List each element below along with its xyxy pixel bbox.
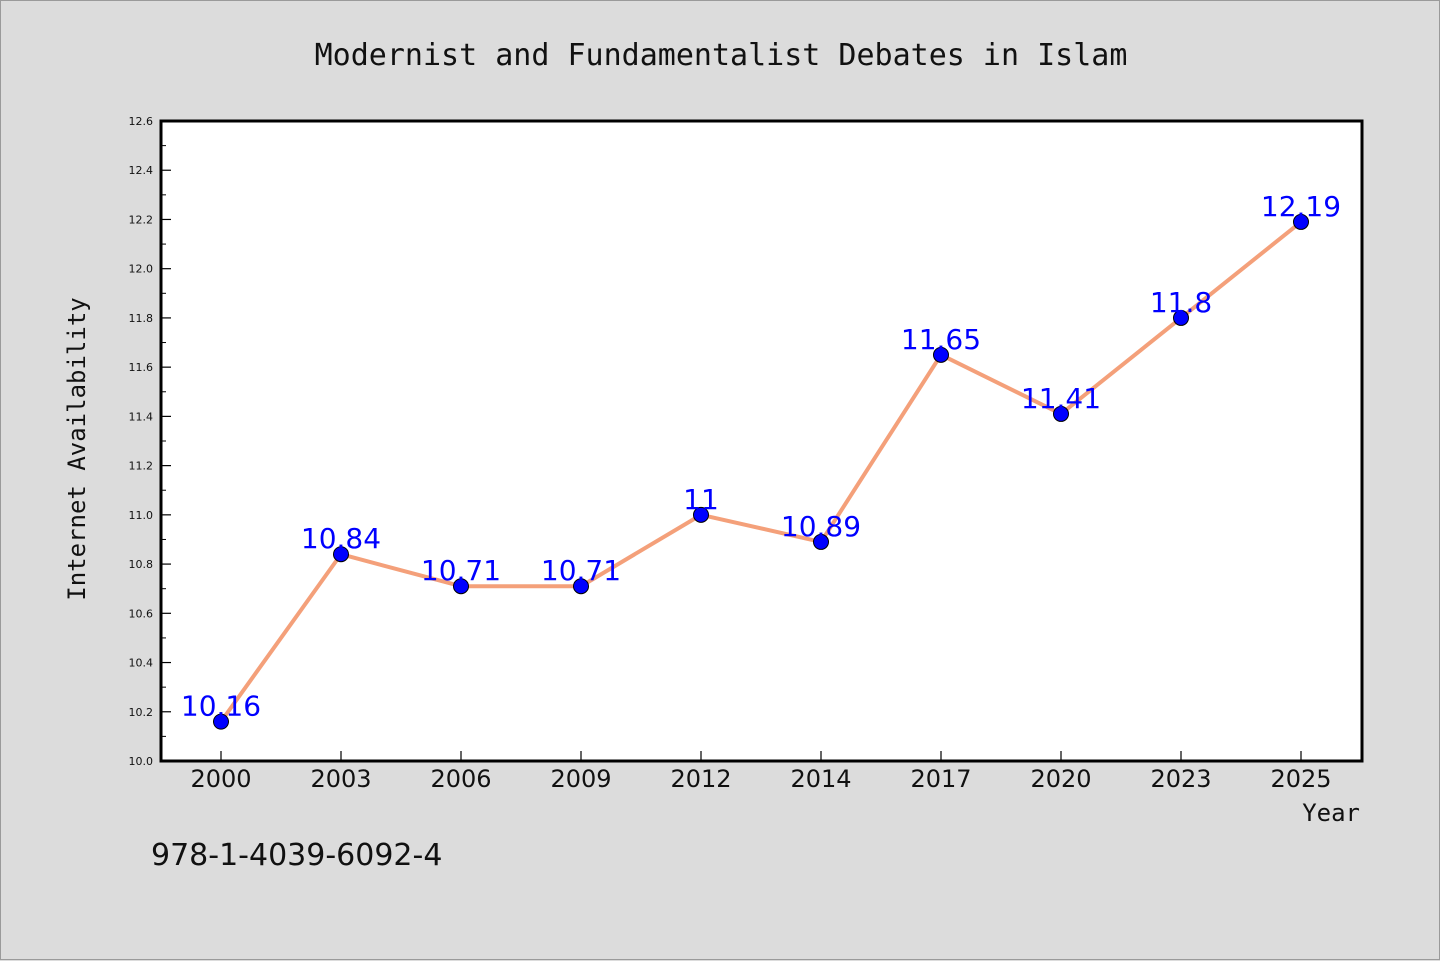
x-tick-label: 2000 [190,765,251,793]
x-tick-label: 2009 [550,765,611,793]
x-tick-label: 2012 [670,765,731,793]
x-tick-label: 2017 [910,765,971,793]
data-label: 10.84 [301,522,381,555]
y-axis: 10.0 10.2 10.4 10.6 10.8 11.0 11.2 11.4 11.6 11.8… [129,115,171,768]
data-point [453,578,469,595]
data-point [813,533,829,550]
data-point [1173,309,1189,326]
data-label: 11.8 [1150,286,1212,319]
x-axis-label: Year [1302,799,1360,827]
x-tick-label: 2025 [1270,765,1331,793]
x-axis: 2000 2003 2006 2009 2012 2014 2017 2020 2023 2025 [190,751,1332,793]
data-label: 10.16 [181,690,261,723]
y-tick-label: 10.6 [129,607,154,620]
y-tick-label: 11.4 [129,410,154,423]
y-tick-label: 12.2 [129,213,154,226]
data-label: 10.71 [541,554,621,587]
data-point [693,506,709,523]
y-tick-label: 10.4 [129,657,154,670]
y-tick-label: 11.2 [129,460,154,473]
data-label: 11.41 [1021,382,1101,415]
data-point [1053,405,1069,422]
data-labels: 10.16 10.84 10.71 10.71 11 10.89 11.65 11.41 11.… [181,190,1341,723]
data-point [933,346,949,363]
y-tick-label: 10.0 [129,755,154,768]
x-tick-label: 2020 [1030,765,1091,793]
y-tick-label: 10.8 [129,558,154,571]
data-label: 11 [683,483,719,516]
y-tick-label: 11.6 [129,361,154,374]
data-label: 10.71 [421,554,501,587]
data-point [573,578,589,595]
chart-title: Modernist and Fundamentalist Debates in … [315,38,1128,73]
x-tick-label: 2003 [310,765,371,793]
data-point [333,546,349,563]
data-label: 10.89 [781,510,861,543]
isbn-text: 978-1-4039-6092-4 [151,838,442,873]
y-tick-label: 11.0 [129,509,154,522]
series-line [219,220,1303,723]
data-point [1293,213,1309,230]
plot-area [161,121,1362,761]
data-label: 12.19 [1261,190,1341,223]
y-tick-label: 12.6 [129,115,154,128]
y-tick-label: 12.0 [129,263,154,276]
y-tick-label: 12.4 [129,164,154,177]
data-label: 11.65 [901,323,981,356]
y-axis-label: Internet Availability [63,297,91,600]
data-markers [213,213,1309,730]
plot-border [159,119,1364,763]
y-tick-label: 11.8 [129,312,154,325]
x-tick-label: 2023 [1150,765,1211,793]
y-tick-label: 10.2 [129,706,154,719]
x-tick-label: 2006 [430,765,491,793]
x-tick-label: 2014 [790,765,851,793]
data-point [213,713,229,730]
